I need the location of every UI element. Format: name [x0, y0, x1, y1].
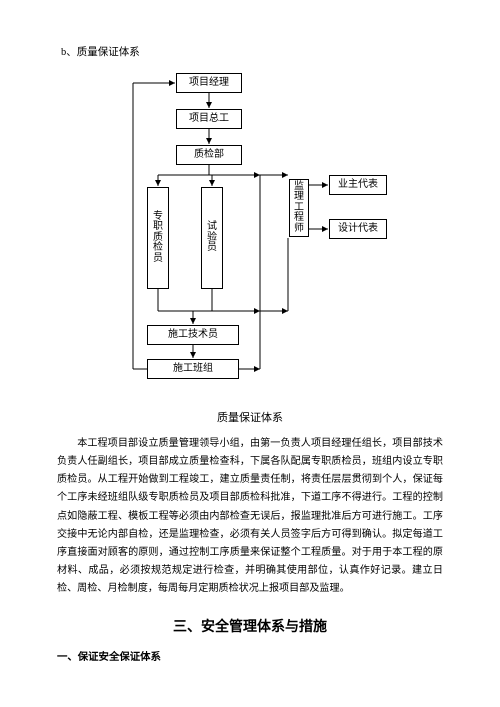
subsection-title: 一、保证安全保证体系: [57, 648, 443, 663]
body-paragraph: 本工程项目部设立质量管理领导小组，由第一负责人项目经理任组长，项目部技术负责人任…: [57, 435, 443, 598]
node-inspector: 专职质检员: [147, 187, 169, 289]
node-label: 项目经理: [189, 78, 229, 89]
node-label: 设计代表: [338, 224, 378, 235]
node-team: 施工班组: [147, 359, 239, 379]
node-tester: 试验员: [201, 187, 223, 289]
node-label: 项目总工: [189, 114, 229, 125]
node-label: 业主代表: [338, 180, 378, 191]
node-label: 质检部: [194, 150, 224, 161]
section-title: 三、安全管理体系与措施: [57, 616, 443, 636]
node-supervisor: 监理工程师: [289, 179, 309, 237]
node-label: 施工技术员: [168, 330, 218, 341]
node-label: 施工班组: [173, 364, 213, 375]
node-owner-rep: 业主代表: [329, 175, 387, 195]
page: b、质量保证体系 项目经理 项目总工 质检部 专职质检员 试验员 监理工程师 业…: [0, 0, 500, 663]
diagram-caption: 质量保证体系: [57, 409, 443, 425]
node-project-manager: 项目经理: [176, 73, 242, 93]
item-b-label: b、质量保证体系: [61, 44, 443, 59]
node-design-rep: 设计代表: [329, 219, 387, 239]
node-project-engineer: 项目总工: [176, 109, 242, 129]
node-qc-dept: 质检部: [176, 145, 242, 165]
node-tech: 施工技术员: [147, 325, 239, 345]
qa-diagram: 项目经理 项目总工 质检部 专职质检员 试验员 监理工程师 业主代表 设计代表 …: [105, 71, 395, 393]
